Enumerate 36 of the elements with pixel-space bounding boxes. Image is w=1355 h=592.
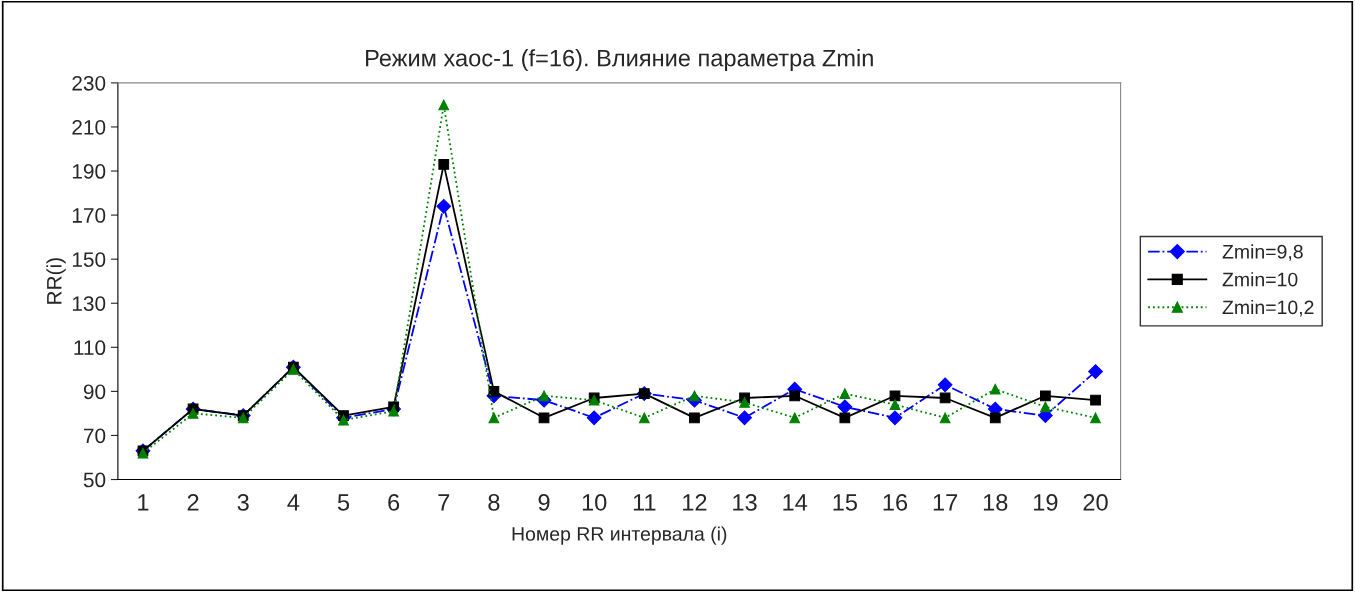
y-tick-label: 110 (74, 340, 106, 356)
x-tick-label: 4 (287, 494, 300, 511)
x-tick-label: 6 (388, 494, 400, 511)
x-tick-label: 14 (783, 494, 808, 511)
x-tick-label: 1 (138, 494, 149, 511)
y-tick-label: 170 (72, 208, 106, 223)
y-tick-label: 130 (72, 296, 106, 311)
legend-label: Zmin=10,2 (1222, 299, 1314, 317)
y-axis-title: RR(i) (46, 258, 66, 304)
y-tick-label: 230 (72, 75, 106, 91)
x-tick-label: 16 (883, 494, 908, 511)
x-tick-label: 8 (488, 494, 500, 511)
y-tick-label: 190 (72, 164, 106, 179)
legend-label: Zmin=9,8 (1222, 244, 1303, 261)
x-tick-label: 7 (438, 494, 450, 511)
y-tick-label: 150 (72, 252, 106, 267)
x-tick-label: 17 (933, 494, 958, 511)
x-tick-label: 13 (733, 494, 757, 511)
x-tick-label: 2 (187, 494, 199, 511)
x-tick-label: 9 (538, 494, 550, 511)
x-axis-title: Номер RR интервала (i) (512, 526, 727, 545)
x-tick-label: 19 (1034, 494, 1058, 511)
y-tick-label: 50 (83, 472, 106, 488)
y-tick-label: 210 (72, 119, 106, 135)
x-tick-label: 10 (582, 494, 607, 511)
x-tick-label: 11 (633, 494, 656, 511)
chart-title: Режим хаос-1 (f=16). Влияние параметра Zmin (366, 49, 873, 72)
x-tick-label: 5 (337, 494, 350, 511)
x-tick-label: 12 (683, 494, 707, 511)
y-tick-label: 70 (83, 428, 106, 444)
x-tick-label: 18 (983, 494, 1008, 511)
x-tick-label: 3 (237, 494, 249, 511)
y-tick-label: 90 (83, 384, 106, 400)
x-tick-label: 20 (1083, 494, 1108, 511)
legend-label: Zmin=10 (1222, 272, 1298, 287)
x-tick-label: 15 (833, 494, 857, 511)
